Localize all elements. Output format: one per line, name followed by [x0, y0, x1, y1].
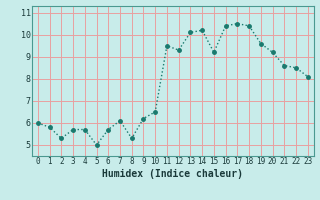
- X-axis label: Humidex (Indice chaleur): Humidex (Indice chaleur): [102, 169, 243, 179]
